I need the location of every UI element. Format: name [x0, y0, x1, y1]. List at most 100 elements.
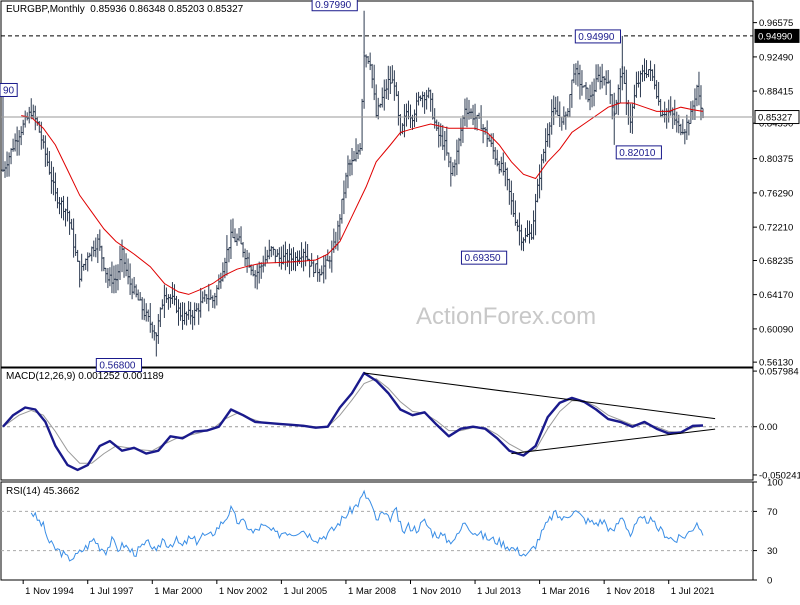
- price-bar: [255, 264, 259, 290]
- price-bar: [453, 159, 457, 177]
- price-bar: [528, 220, 532, 244]
- price-bar: [570, 79, 574, 108]
- price-bar: [146, 309, 150, 322]
- price-bar: [447, 152, 451, 168]
- ohlc-bars: [1, 51, 705, 344]
- price-bar: [328, 255, 332, 269]
- price-pane-frame: [0, 0, 754, 368]
- price-bar: [542, 148, 546, 164]
- price-bar: [330, 240, 334, 273]
- price-bar: [227, 247, 231, 263]
- annotation-box: [615, 145, 662, 160]
- price-bar: [634, 71, 638, 98]
- price-bar: [172, 284, 176, 306]
- price-bar: [590, 81, 594, 108]
- price-bar: [614, 99, 618, 115]
- price-bar: [408, 104, 412, 128]
- price-bar: [457, 137, 461, 165]
- price-bar: [536, 178, 540, 203]
- price-bar: [177, 299, 181, 326]
- price-bar: [72, 218, 76, 258]
- price-bar: [104, 267, 108, 283]
- price-bar: [638, 70, 642, 98]
- macd-upper-trendline: [364, 372, 716, 420]
- price-bar: [362, 51, 366, 109]
- price-bar: [306, 244, 310, 261]
- price-bar: [388, 66, 392, 95]
- price-bar: [350, 148, 354, 176]
- annotation-box: [311, 0, 358, 12]
- price-axis-label: 0.72210: [759, 223, 793, 234]
- price-bar: [211, 295, 215, 308]
- price-bar: [296, 250, 300, 267]
- price-bar: [96, 233, 100, 264]
- price-bar: [370, 63, 374, 89]
- price-axis-label: 0.92490: [759, 52, 793, 63]
- price-bar: [5, 151, 9, 177]
- price-bar: [116, 264, 120, 291]
- price-bar: [602, 76, 606, 86]
- price-bar: [685, 114, 689, 140]
- price-bar: [158, 307, 162, 328]
- price-bar: [636, 71, 640, 88]
- price-bar: [677, 114, 681, 134]
- price-bar: [300, 242, 304, 268]
- price-bar: [314, 263, 318, 274]
- price-bar: [344, 172, 348, 199]
- extreme-annotation: 90: [0, 82, 18, 97]
- price-bar: [552, 95, 556, 126]
- price-bar: [51, 166, 55, 196]
- price-bar: [229, 219, 233, 260]
- x-axis-label: 1 Nov 1994: [25, 586, 74, 597]
- price-bar: [207, 283, 211, 312]
- price-bar: [130, 278, 134, 300]
- price-bar: [659, 98, 663, 118]
- price-bar: [62, 195, 66, 221]
- price-bar: [128, 263, 132, 295]
- price-bar: [126, 258, 130, 285]
- price-bar: [697, 71, 701, 106]
- price-bar: [185, 311, 189, 326]
- price-bar: [235, 233, 239, 246]
- price-bar: [326, 249, 330, 262]
- price-bar: [148, 303, 152, 333]
- price-bar: [53, 172, 57, 202]
- price-bar: [455, 139, 459, 176]
- price-bar: [368, 52, 372, 71]
- price-bar: [463, 98, 467, 127]
- price-bar: [503, 162, 507, 187]
- price-bar: [558, 101, 562, 127]
- extreme-annotation: 0.69350: [460, 250, 508, 265]
- price-bar: [86, 252, 90, 272]
- price-bar: [160, 299, 164, 310]
- price-bar: [687, 119, 691, 136]
- price-bar: [404, 103, 408, 127]
- price-bar: [517, 212, 521, 246]
- price-bar: [356, 144, 360, 159]
- macd-axis-label: -0.050241: [759, 470, 800, 481]
- price-bar: [209, 289, 213, 300]
- price-bar: [13, 133, 17, 152]
- price-bar: [225, 235, 229, 276]
- price-bar: [110, 261, 114, 294]
- price-bar: [421, 91, 425, 108]
- price-bar: [233, 228, 237, 243]
- price-bar: [308, 258, 312, 278]
- price-bar: [600, 63, 604, 89]
- resistance-level-tag: [754, 28, 800, 43]
- x-axis-label: 1 Nov 2002: [219, 586, 268, 597]
- price-bar: [37, 121, 41, 133]
- price-bar: [289, 248, 293, 272]
- price-bar: [310, 253, 314, 267]
- price-bar: [324, 255, 328, 280]
- price-bar: [499, 156, 503, 173]
- price-bar: [497, 160, 501, 174]
- price-bar: [402, 104, 406, 138]
- price-bar: [243, 248, 247, 267]
- price-bar: [237, 227, 241, 242]
- price-bar: [275, 249, 279, 257]
- price-bar: [509, 180, 513, 215]
- price-bar: [213, 292, 217, 309]
